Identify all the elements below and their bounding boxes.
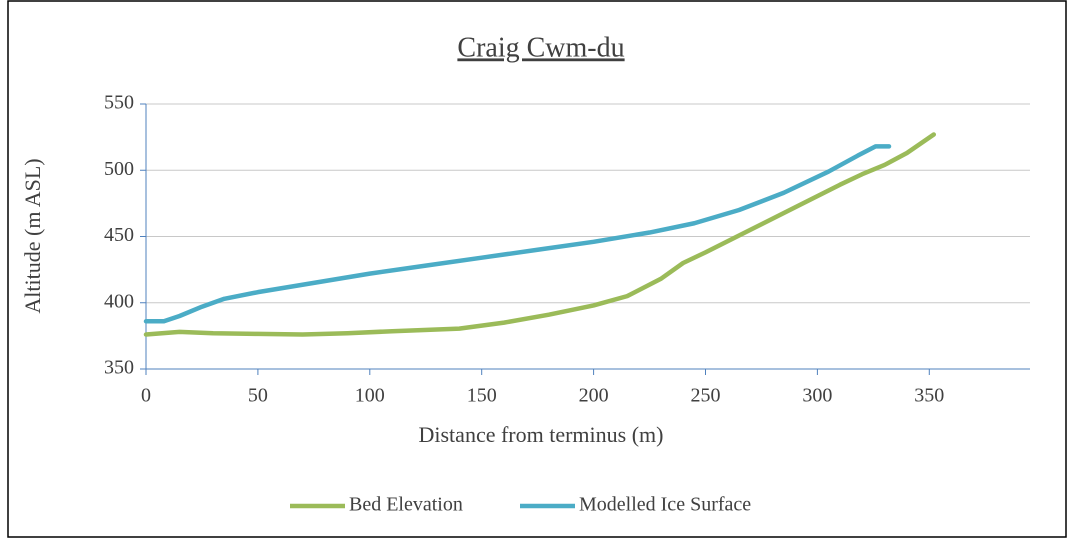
chart-title: Craig Cwm-du (457, 32, 624, 63)
y-tick-label: 550 (104, 92, 134, 114)
x-tick-label: 350 (914, 385, 944, 407)
legend-label: Modelled Ice Surface (579, 494, 751, 516)
x-tick-label: 300 (802, 385, 832, 407)
y-tick-label: 450 (104, 224, 134, 246)
series-line (143, 144, 892, 324)
y-tick-label: 500 (104, 158, 134, 180)
chart-frame (7, 0, 1067, 538)
y-axis-label: Altitude (m ASL) (20, 158, 45, 313)
y-tick-label: 400 (104, 290, 134, 312)
x-tick-label: 200 (579, 385, 609, 407)
x-tick-label: 250 (690, 385, 720, 407)
series-line (143, 132, 937, 337)
legend-label: Bed Elevation (349, 494, 463, 516)
x-tick-label: 0 (141, 385, 151, 407)
y-tick-label: 350 (104, 357, 134, 379)
x-axis-label: Distance from terminus (m) (419, 422, 664, 447)
x-tick-label: 50 (248, 385, 268, 407)
x-tick-label: 100 (355, 385, 385, 407)
x-tick-label: 150 (467, 385, 497, 407)
